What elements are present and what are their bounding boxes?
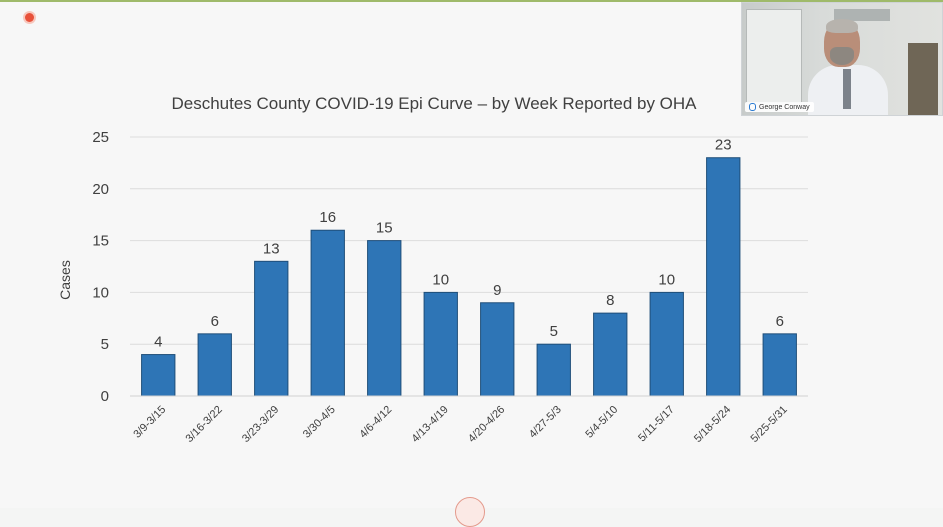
data-label: 9 <box>493 282 501 299</box>
video-whiteboard <box>746 9 802 103</box>
recording-indicator-icon <box>25 13 34 22</box>
data-label: 13 <box>263 240 280 257</box>
bars <box>141 157 797 397</box>
window-top-accent <box>0 0 943 2</box>
data-label: 5 <box>550 323 558 340</box>
video-ceiling-light <box>834 9 890 21</box>
gridlines <box>130 136 808 345</box>
data-label: 4 <box>154 334 162 351</box>
y-tick-label: 15 <box>92 233 109 250</box>
participant-name: George Conway <box>759 103 810 111</box>
y-tick-label: 5 <box>101 336 109 353</box>
bar <box>423 291 458 397</box>
bar <box>536 343 571 397</box>
bar <box>254 260 289 397</box>
data-label: 23 <box>715 137 732 154</box>
bar <box>197 333 232 397</box>
bar <box>141 354 176 397</box>
y-tick-label: 25 <box>92 129 109 146</box>
toolbar-round-button[interactable] <box>455 497 485 527</box>
data-label: 10 <box>658 271 675 288</box>
bar <box>649 291 684 397</box>
data-label: 6 <box>211 313 219 330</box>
microphone-icon <box>749 103 756 111</box>
bar <box>367 240 402 397</box>
bar <box>310 229 345 397</box>
data-label: 10 <box>432 271 449 288</box>
data-label: 8 <box>606 292 614 309</box>
data-labels: 4 6 13 16 15 10 9 5 8 10 23 6 <box>154 137 784 351</box>
participant-tie <box>843 69 851 109</box>
data-label: 6 <box>776 313 784 330</box>
data-label: 16 <box>319 209 336 226</box>
y-tick-labels: 0 5 10 15 20 25 <box>92 129 109 405</box>
y-tick-label: 10 <box>92 284 109 301</box>
bar <box>706 157 741 397</box>
y-tick-label: 0 <box>101 388 109 405</box>
participant-beard <box>830 47 854 65</box>
y-tick-label: 20 <box>92 181 109 198</box>
bar <box>593 312 628 397</box>
participant-name-tag: George Conway <box>745 102 814 112</box>
bar <box>480 302 515 397</box>
participant-hair <box>826 19 858 33</box>
video-door <box>908 43 938 115</box>
participant-video-tile[interactable]: George Conway <box>741 2 943 116</box>
chart-title: Deschutes County COVID-19 Epi Curve – by… <box>171 94 697 113</box>
y-axis-label: Cases <box>57 260 73 300</box>
data-label: 15 <box>376 220 393 237</box>
bar <box>762 333 797 397</box>
